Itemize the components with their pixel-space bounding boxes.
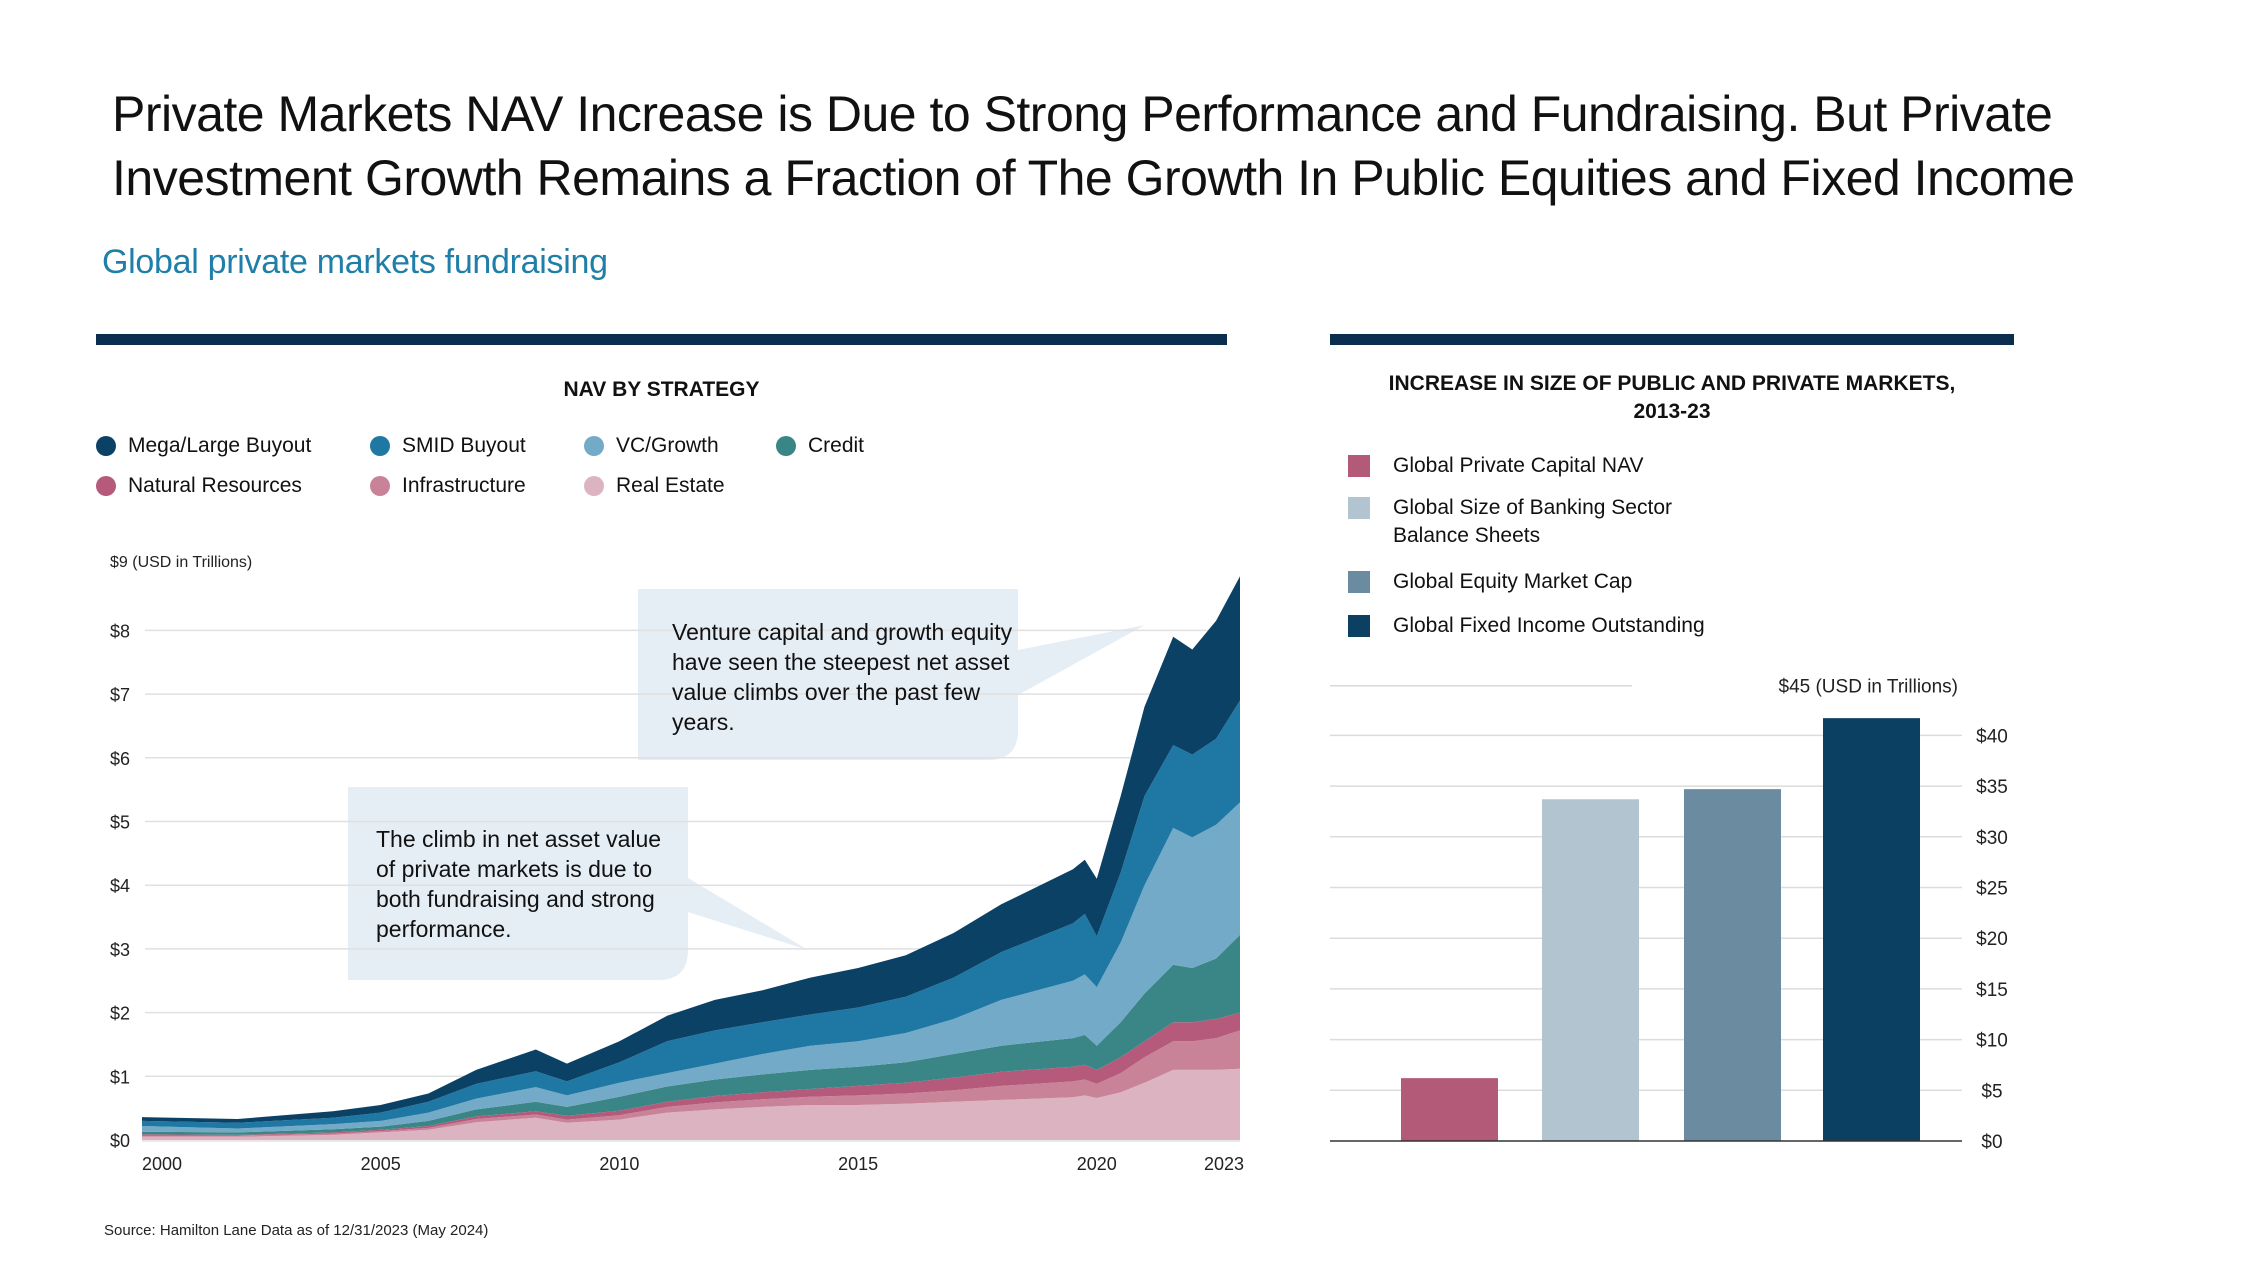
- section-subtitle: Global private markets fundraising: [102, 243, 608, 281]
- area-credit: [142, 934, 1240, 1135]
- nav-chart-title: NAV BY STRATEGY: [563, 378, 760, 401]
- legend-swatch: [370, 436, 390, 456]
- source-note: Source: Hamilton Lane Data as of 12/31/2…: [104, 1222, 489, 1239]
- legend-item-vc-growth: VC/Growth: [584, 434, 719, 458]
- bar-global-size-of-banking-sector-balance-sheets: [1542, 799, 1639, 1141]
- y-tick-label: $0: [1981, 1132, 2002, 1153]
- area-smid-buyout: [142, 700, 1240, 1129]
- callout-box: [348, 787, 688, 980]
- legend-label: Global Equity Market Cap: [1393, 570, 1633, 593]
- y-tick-label: $2: [110, 1004, 130, 1024]
- bar-global-private-capital-nav: [1401, 1078, 1498, 1141]
- callout-vc-growth-text: Venture capital and growth equity have s…: [672, 619, 1013, 735]
- legend-item-mega-large-buyout: Mega/Large Buyout: [96, 434, 311, 458]
- y-tick-label: $35: [1976, 777, 2008, 798]
- x-tick-label: 2000: [142, 1154, 182, 1174]
- legend-item-credit: Credit: [776, 434, 864, 458]
- legend-swatch: [1348, 455, 1370, 477]
- callout-climb: [348, 787, 808, 980]
- legend-swatch: [96, 436, 116, 456]
- callout-box: [638, 589, 1018, 760]
- y-axis-unit-label: $9 (USD in Trillions): [110, 554, 252, 571]
- legend-item-infrastructure: Infrastructure: [370, 474, 526, 498]
- legend-item-natural-resources: Natural Resources: [96, 474, 302, 498]
- x-tick-label: 2020: [1077, 1154, 1117, 1174]
- y-tick-label: $30: [1976, 828, 2008, 849]
- callout-pointer: [688, 878, 808, 950]
- legend-label: VC/Growth: [616, 434, 719, 457]
- y-tick-label: $1: [110, 1067, 130, 1087]
- legend-item-smid-buyout: SMID Buyout: [370, 434, 526, 458]
- y-tick-label: $4: [110, 876, 130, 896]
- y-tick-label: $15: [1976, 980, 2008, 1001]
- legend-label: Infrastructure: [402, 474, 526, 497]
- legend-swatch: [370, 476, 390, 496]
- legend-item-real-estate: Real Estate: [584, 474, 725, 498]
- legend-label: Mega/Large Buyout: [128, 434, 312, 457]
- legend-label: Global Private Capital NAV: [1393, 454, 1644, 477]
- legend-swatch: [1348, 615, 1370, 637]
- callout-pointer: [1018, 625, 1145, 695]
- legend-label: Real Estate: [616, 474, 725, 497]
- legend-label: Credit: [808, 434, 865, 457]
- y-tick-label: $6: [110, 749, 130, 769]
- y-tick-label: $25: [1976, 879, 2008, 900]
- markets-chart-title-line-2: 2013-23: [1633, 400, 1711, 423]
- area-natural-resources: [142, 1012, 1240, 1136]
- x-tick-label: 2010: [599, 1154, 639, 1174]
- bar-global-equity-market-cap: [1684, 789, 1781, 1141]
- callout-vc-growth: [638, 589, 1145, 760]
- legend-item-global-size-of-banking-sector-balance-sheets: Global Size of Banking Sector Balance She…: [1348, 494, 1672, 550]
- area-real-estate: [142, 1068, 1240, 1140]
- legend-swatch: [584, 476, 604, 496]
- legend-swatch: [584, 436, 604, 456]
- area-mega-large-buyout: [142, 576, 1240, 1123]
- left-chart-rule: [96, 334, 1227, 345]
- legend-swatch: [1348, 571, 1370, 593]
- bar-global-fixed-income-outstanding: [1823, 718, 1920, 1141]
- y-tick-label: $10: [1976, 1031, 2008, 1052]
- legend-swatch: [96, 476, 116, 496]
- y-tick-label: $7: [110, 685, 130, 705]
- y-tick-label: $0: [110, 1131, 130, 1151]
- y-tick-label: $8: [110, 621, 130, 641]
- y-tick-label: $40: [1976, 726, 2008, 747]
- y-tick-label: $5: [1981, 1081, 2002, 1102]
- x-tick-label: 2023: [1204, 1154, 1244, 1174]
- legend-item-global-equity-market-cap: Global Equity Market Cap: [1348, 568, 1632, 596]
- legend-label: SMID Buyout: [402, 434, 526, 457]
- x-tick-label: 2015: [838, 1154, 878, 1174]
- legend-item-global-fixed-income-outstanding: Global Fixed Income Outstanding: [1348, 612, 1705, 640]
- y-tick-label: $5: [110, 813, 130, 833]
- right-chart-rule: [1330, 334, 2014, 345]
- area-layers: [142, 576, 1240, 1140]
- markets-chart-title-line-1: INCREASE IN SIZE OF PUBLIC AND PRIVATE M…: [1388, 372, 1956, 395]
- legend-label: Global Fixed Income Outstanding: [1393, 614, 1705, 637]
- y-tick-label: $3: [110, 940, 130, 960]
- legend-swatch: [1348, 497, 1370, 519]
- legend-label: Natural Resources: [128, 474, 302, 497]
- legend-swatch: [776, 436, 796, 456]
- legend-item-global-private-capital-nav: Global Private Capital NAV: [1348, 452, 1644, 480]
- y-axis-unit-label: $45 (USD in Trillions): [1779, 677, 1959, 698]
- legend-label: Global Size of Banking Sector Balance She…: [1393, 496, 1672, 547]
- page-title: Private Markets NAV Increase is Due to S…: [112, 86, 2075, 206]
- x-tick-label: 2005: [361, 1154, 401, 1174]
- area-vc-growth: [142, 802, 1240, 1133]
- markets-chart-title: INCREASE IN SIZE OF PUBLIC AND PRIVATE M…: [1330, 370, 2014, 426]
- callout-climb-text: The climb in net asset value of private …: [376, 826, 662, 942]
- y-tick-label: $20: [1976, 929, 2008, 950]
